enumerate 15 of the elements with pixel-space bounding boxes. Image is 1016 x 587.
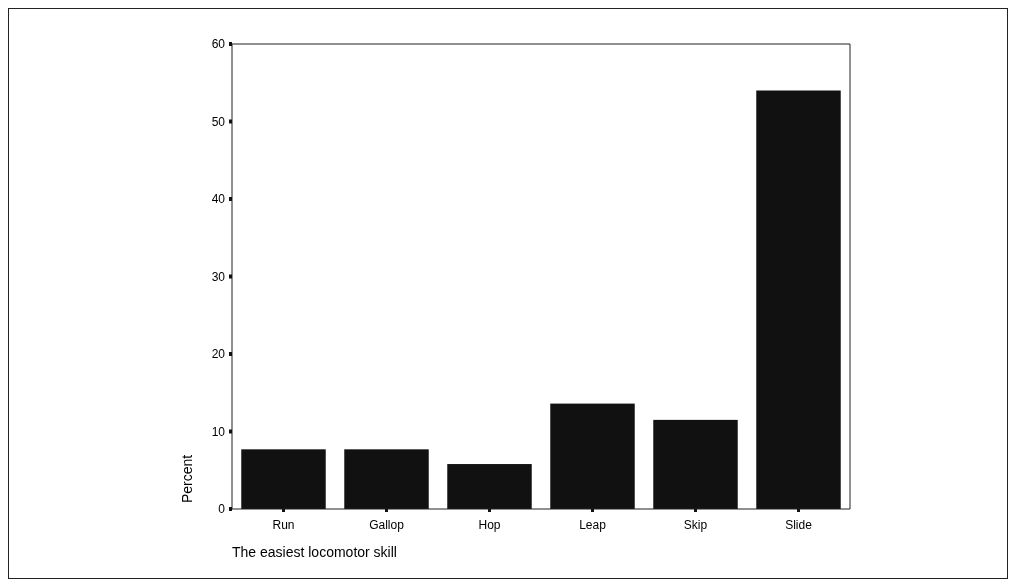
y-tick-label: 10 — [211, 424, 226, 439]
y-tick-label: 50 — [211, 114, 226, 129]
x-tick-label: Run — [272, 518, 295, 532]
y-tick-label: 40 — [211, 192, 226, 207]
x-tick-label: Skip — [683, 518, 708, 532]
y-tick-label: 60 — [211, 37, 226, 52]
x-tick-label: Gallop — [369, 518, 405, 532]
y-tick-label: 20 — [211, 347, 226, 362]
y-axis-title: Percent — [179, 454, 195, 503]
x-axis-title: The easiest locomotor skill — [232, 544, 397, 560]
y-tick-label: 0 — [218, 502, 226, 517]
x-tick-label: Slide — [785, 518, 813, 532]
x-tick-label: Hop — [478, 518, 501, 532]
x-tick-label: Leap — [579, 518, 607, 532]
y-tick-label: 30 — [211, 269, 226, 284]
